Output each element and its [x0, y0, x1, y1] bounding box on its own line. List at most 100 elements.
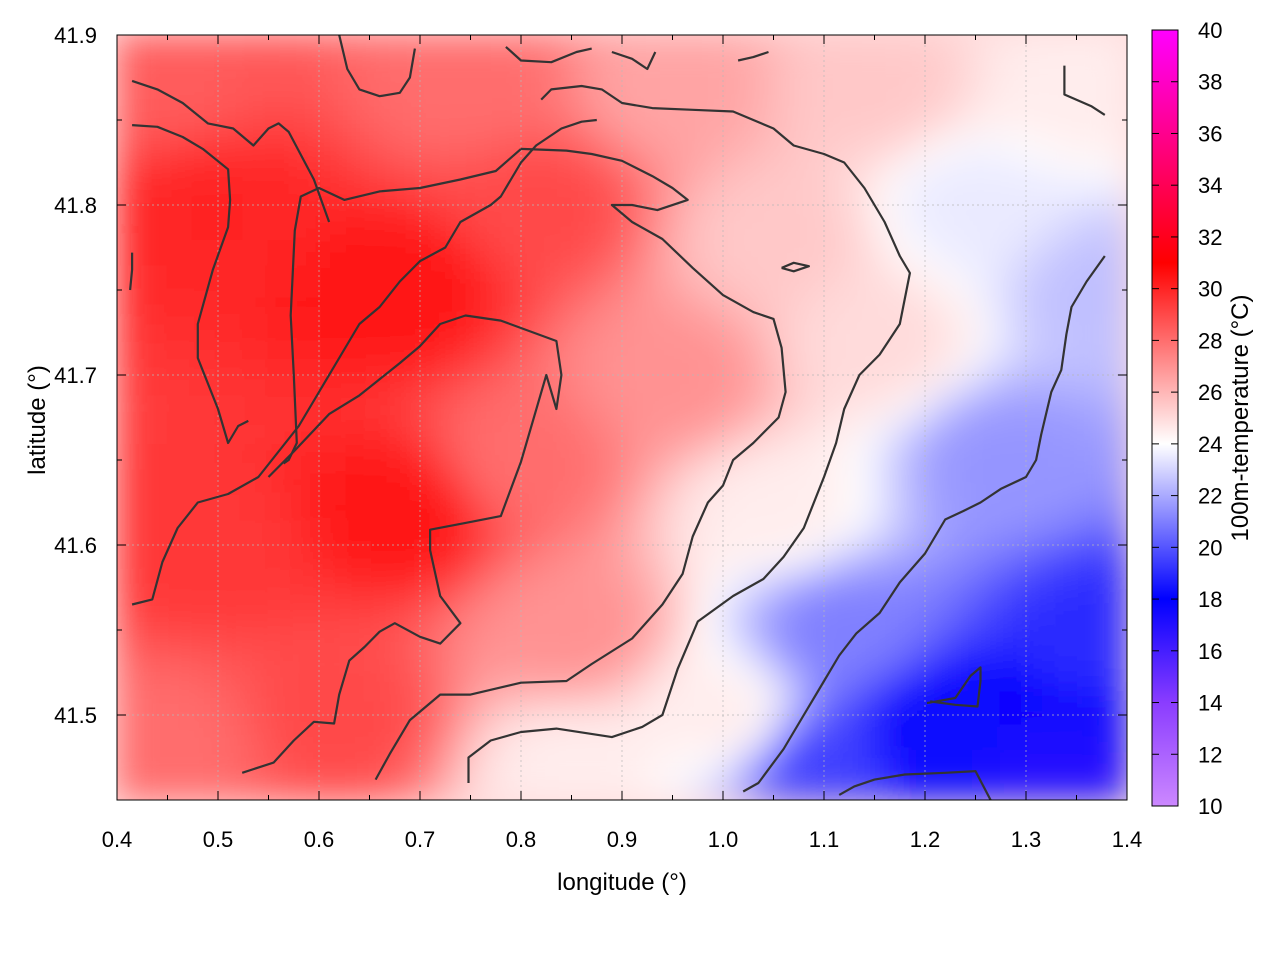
- heatmap-cell: [646, 136, 674, 164]
- heatmap-cell: [873, 748, 901, 776]
- heatmap-cell: [318, 263, 346, 291]
- heatmap-cell: [419, 569, 447, 597]
- heatmap-cell: [747, 212, 775, 240]
- heatmap-cell: [368, 416, 396, 444]
- heatmap-cell: [1100, 289, 1127, 317]
- x-tick-label: 0.4: [102, 827, 133, 852]
- heatmap-cell: [117, 671, 144, 699]
- heatmap-cell: [570, 722, 598, 750]
- heatmap-cell: [772, 544, 800, 572]
- heatmap-cell: [393, 85, 422, 113]
- heatmap-cell: [823, 85, 851, 113]
- heatmap-cell: [1075, 518, 1103, 546]
- heatmap-cell: [873, 544, 901, 572]
- colorbar-tick-label: 20: [1198, 535, 1222, 560]
- heatmap-cell: [570, 748, 598, 776]
- heatmap-cell: [1100, 518, 1127, 546]
- heatmap-cell: [1075, 467, 1103, 495]
- heatmap-cell: [848, 212, 876, 240]
- heatmap-cell: [696, 85, 725, 113]
- colorbar-tick-label: 24: [1198, 432, 1222, 457]
- heatmap-cell: [1050, 773, 1078, 800]
- heatmap-cell: [1025, 544, 1053, 572]
- heatmap-cell: [217, 391, 245, 419]
- heatmap-cell: [141, 518, 169, 546]
- heatmap-cell: [1100, 773, 1127, 800]
- heatmap-cell: [166, 35, 194, 62]
- heatmap-cell: [722, 110, 750, 138]
- heatmap-cell: [292, 59, 321, 87]
- heatmap-cell: [1075, 748, 1103, 776]
- heatmap-cell: [671, 289, 699, 317]
- heatmap-cell: [974, 569, 1002, 597]
- heatmap-cell: [696, 748, 725, 776]
- heatmap-cell: [318, 110, 346, 138]
- heatmap-cell: [217, 314, 245, 342]
- heatmap-cell: [999, 340, 1028, 368]
- heatmap-cell: [141, 212, 169, 240]
- heatmap-cell: [419, 85, 447, 113]
- heatmap-cell: [1050, 365, 1078, 393]
- heatmap-cell: [621, 136, 649, 164]
- heatmap-cell: [1100, 416, 1127, 444]
- heatmap-cell: [999, 748, 1028, 776]
- heatmap-cell: [141, 391, 169, 419]
- heatmap-cell: [469, 85, 497, 113]
- heatmap-cell: [242, 773, 270, 800]
- heatmap-cell: [1100, 110, 1127, 138]
- heatmap-cell: [1100, 238, 1127, 266]
- heatmap-cell: [166, 59, 194, 87]
- heatmap-cell: [823, 620, 851, 648]
- heatmap-cell: [949, 340, 977, 368]
- heatmap-cell: [393, 314, 422, 342]
- heatmap-cell: [343, 238, 371, 266]
- heatmap-cell: [696, 110, 725, 138]
- heatmap-cell: [873, 391, 901, 419]
- heatmap-cell: [469, 646, 497, 674]
- heatmap-cell: [117, 569, 144, 597]
- heatmap-cell: [242, 289, 270, 317]
- heatmap-cell: [1100, 314, 1127, 342]
- heatmap-cell: [1025, 187, 1053, 215]
- heatmap-cell: [368, 518, 396, 546]
- heatmap-cell: [545, 748, 573, 776]
- heatmap-cells: [117, 35, 1127, 800]
- heatmap-cell: [924, 238, 952, 266]
- heatmap-cell: [646, 238, 674, 266]
- heatmap-cell: [570, 467, 598, 495]
- heatmap-cell: [772, 671, 800, 699]
- heatmap-cell: [570, 365, 598, 393]
- heatmap-cell: [292, 136, 321, 164]
- heatmap-cell: [671, 35, 699, 62]
- heatmap-cell: [1100, 263, 1127, 291]
- heatmap-cell: [974, 340, 1002, 368]
- heatmap-cell: [393, 518, 422, 546]
- heatmap-cell: [419, 187, 447, 215]
- heatmap-cell: [545, 289, 573, 317]
- heatmap-cell: [318, 671, 346, 699]
- heatmap-cell: [393, 416, 422, 444]
- heatmap-cell: [621, 59, 649, 87]
- heatmap-cell: [671, 161, 699, 189]
- x-tick-label: 1.0: [708, 827, 739, 852]
- heatmap-cell: [444, 416, 472, 444]
- heatmap-cell: [1050, 595, 1078, 623]
- heatmap-cell: [848, 35, 876, 62]
- heatmap-cell: [343, 110, 371, 138]
- heatmap-cell: [772, 697, 800, 725]
- heatmap-cell: [117, 697, 144, 725]
- heatmap-cell: [722, 748, 750, 776]
- heatmap-cell: [646, 442, 674, 470]
- heatmap-cell: [292, 697, 321, 725]
- heatmap-cell: [494, 391, 523, 419]
- heatmap-cell: [267, 340, 295, 368]
- heatmap-cell: [570, 697, 598, 725]
- heatmap-cell: [974, 620, 1002, 648]
- heatmap-cell: [646, 314, 674, 342]
- heatmap-cell: [419, 365, 447, 393]
- heatmap-cell: [1050, 569, 1078, 597]
- heatmap-cell: [469, 467, 497, 495]
- heatmap-cell: [797, 748, 826, 776]
- heatmap-cell: [545, 671, 573, 699]
